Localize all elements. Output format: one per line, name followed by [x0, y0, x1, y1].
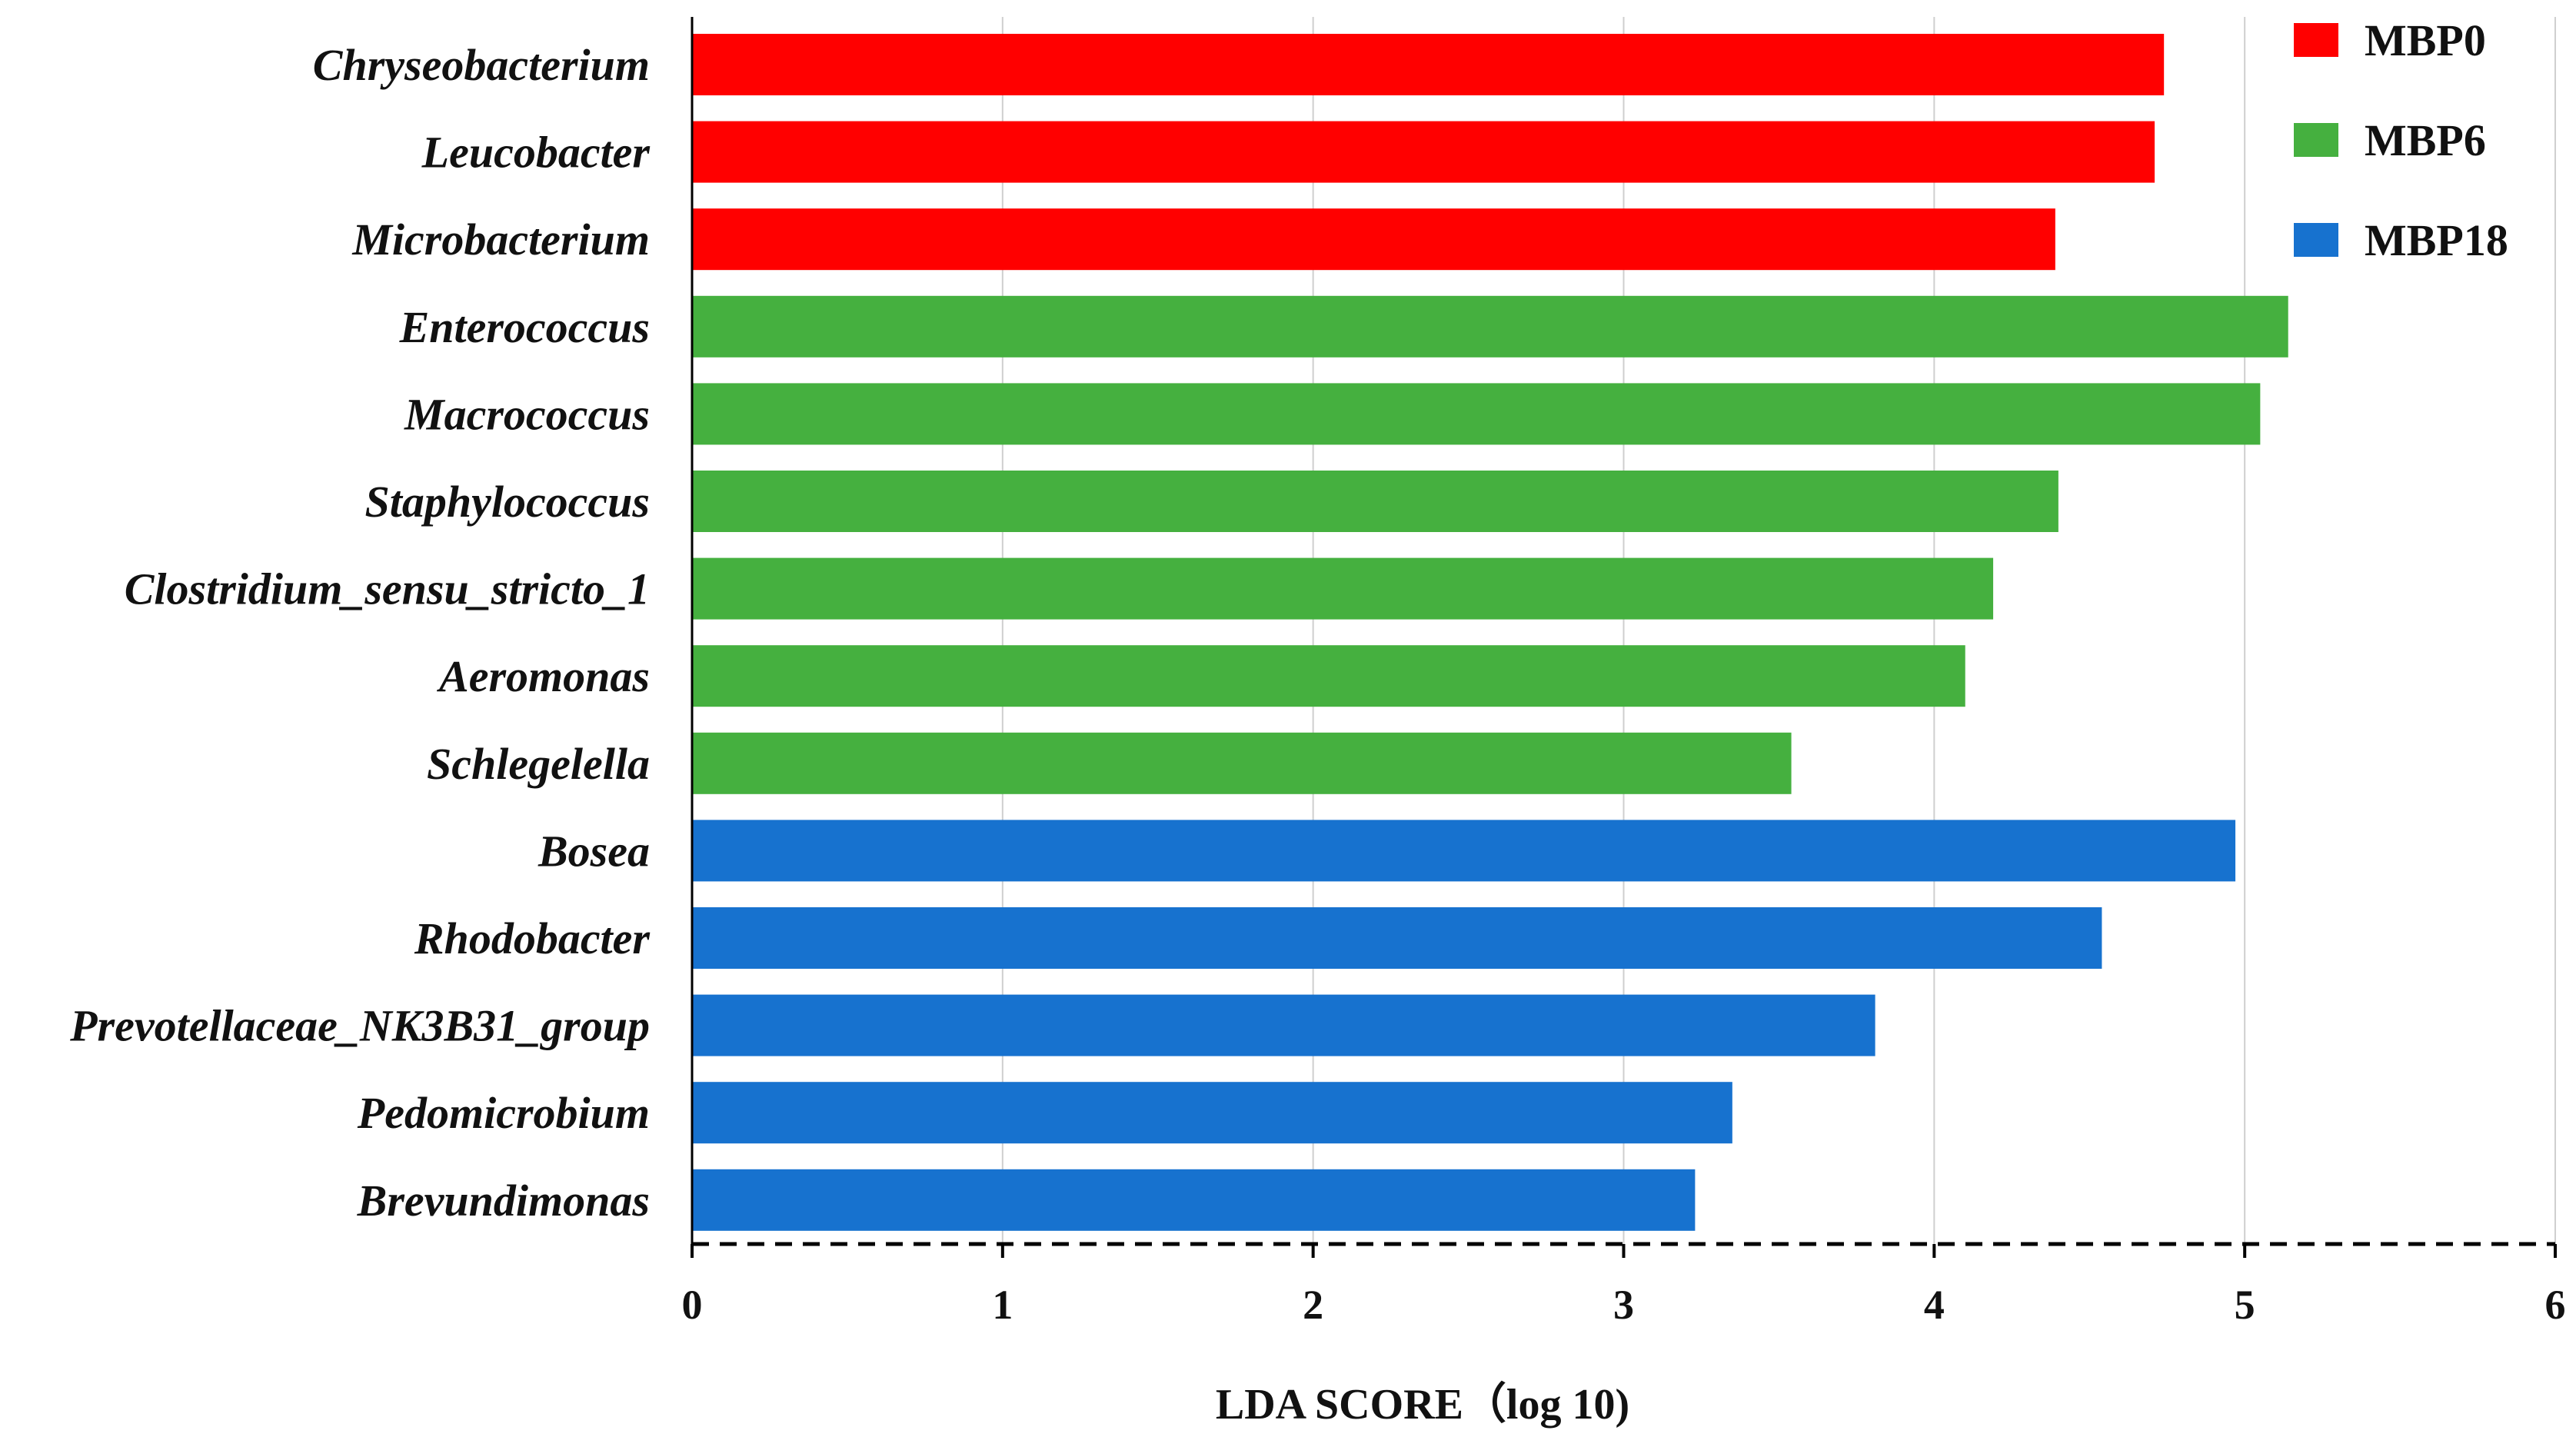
x-tick-label-2: 2	[1303, 1282, 1323, 1328]
legend-swatch-mbp18	[2294, 223, 2338, 257]
category-label-leucobacter: Leucobacter	[421, 128, 651, 178]
x-tick-label-5: 5	[2235, 1282, 2255, 1328]
bar-rhodobacter	[692, 907, 2102, 969]
x-tick-label-3: 3	[1613, 1282, 1634, 1328]
bar-brevundimonas	[692, 1169, 1696, 1231]
category-label-rhodobacter: Rhodobacter	[414, 913, 651, 963]
bar-microbacterium	[692, 208, 2055, 271]
category-label-pedomicrobium: Pedomicrobium	[357, 1088, 650, 1138]
category-label-enterococcus: Enterococcus	[399, 302, 650, 352]
bar-leucobacter	[692, 121, 2155, 183]
x-axis: 0 1 2 3 4 5 6	[682, 17, 2566, 1328]
category-label-chryseobacterium: Chryseobacterium	[313, 40, 650, 90]
bar-schlegelella	[692, 732, 1792, 794]
bar-clostridium-sensu-stricto-1	[692, 557, 1994, 620]
bar-enterococcus	[692, 295, 2288, 358]
category-label-staphylococcus: Staphylococcus	[364, 477, 650, 527]
category-label-schlegelella: Schlegelella	[427, 739, 650, 789]
category-label-bosea: Bosea	[537, 826, 650, 876]
legend-label-mbp0: MBP0	[2365, 15, 2486, 65]
legend: MBP0 MBP6 MBP18	[2294, 15, 2508, 265]
category-labels: Chryseobacterium Leucobacter Microbacteriu…	[69, 40, 650, 1226]
legend-label-mbp6: MBP6	[2365, 115, 2486, 165]
bars	[692, 34, 2288, 1231]
category-label-prevotellaceae-nk3b31-group: Prevotellaceae_NK3B31_group	[69, 1001, 650, 1051]
bar-prevotellaceae-nk3b31-group	[692, 994, 1875, 1056]
bar-staphylococcus	[692, 471, 2058, 532]
x-tick-label-6: 6	[2545, 1282, 2566, 1328]
x-tick-label-4: 4	[1924, 1282, 1945, 1328]
x-axis-title: LDA SCORE（log 10)	[1216, 1380, 1629, 1429]
x-tick-label-1: 1	[992, 1282, 1013, 1328]
category-label-brevundimonas: Brevundimonas	[357, 1176, 650, 1226]
bar-aeromonas	[692, 645, 1965, 707]
legend-swatch-mbp0	[2294, 23, 2338, 57]
x-tick-label-0: 0	[682, 1282, 703, 1328]
category-label-clostridium-sensu-stricto-1: Clostridium_sensu_stricto_1	[125, 564, 650, 614]
category-label-macrococcus: Macrococcus	[404, 389, 650, 439]
category-label-aeromonas: Aeromonas	[437, 651, 650, 701]
bar-pedomicrobium	[692, 1082, 1732, 1144]
bar-chryseobacterium	[692, 34, 2165, 95]
gridlines	[691, 17, 2556, 1244]
legend-swatch-mbp6	[2294, 123, 2338, 157]
category-label-microbacterium: Microbacterium	[351, 215, 650, 264]
bar-macrococcus	[692, 383, 2261, 445]
legend-label-mbp18: MBP18	[2365, 215, 2508, 265]
bar-bosea	[692, 820, 2236, 882]
